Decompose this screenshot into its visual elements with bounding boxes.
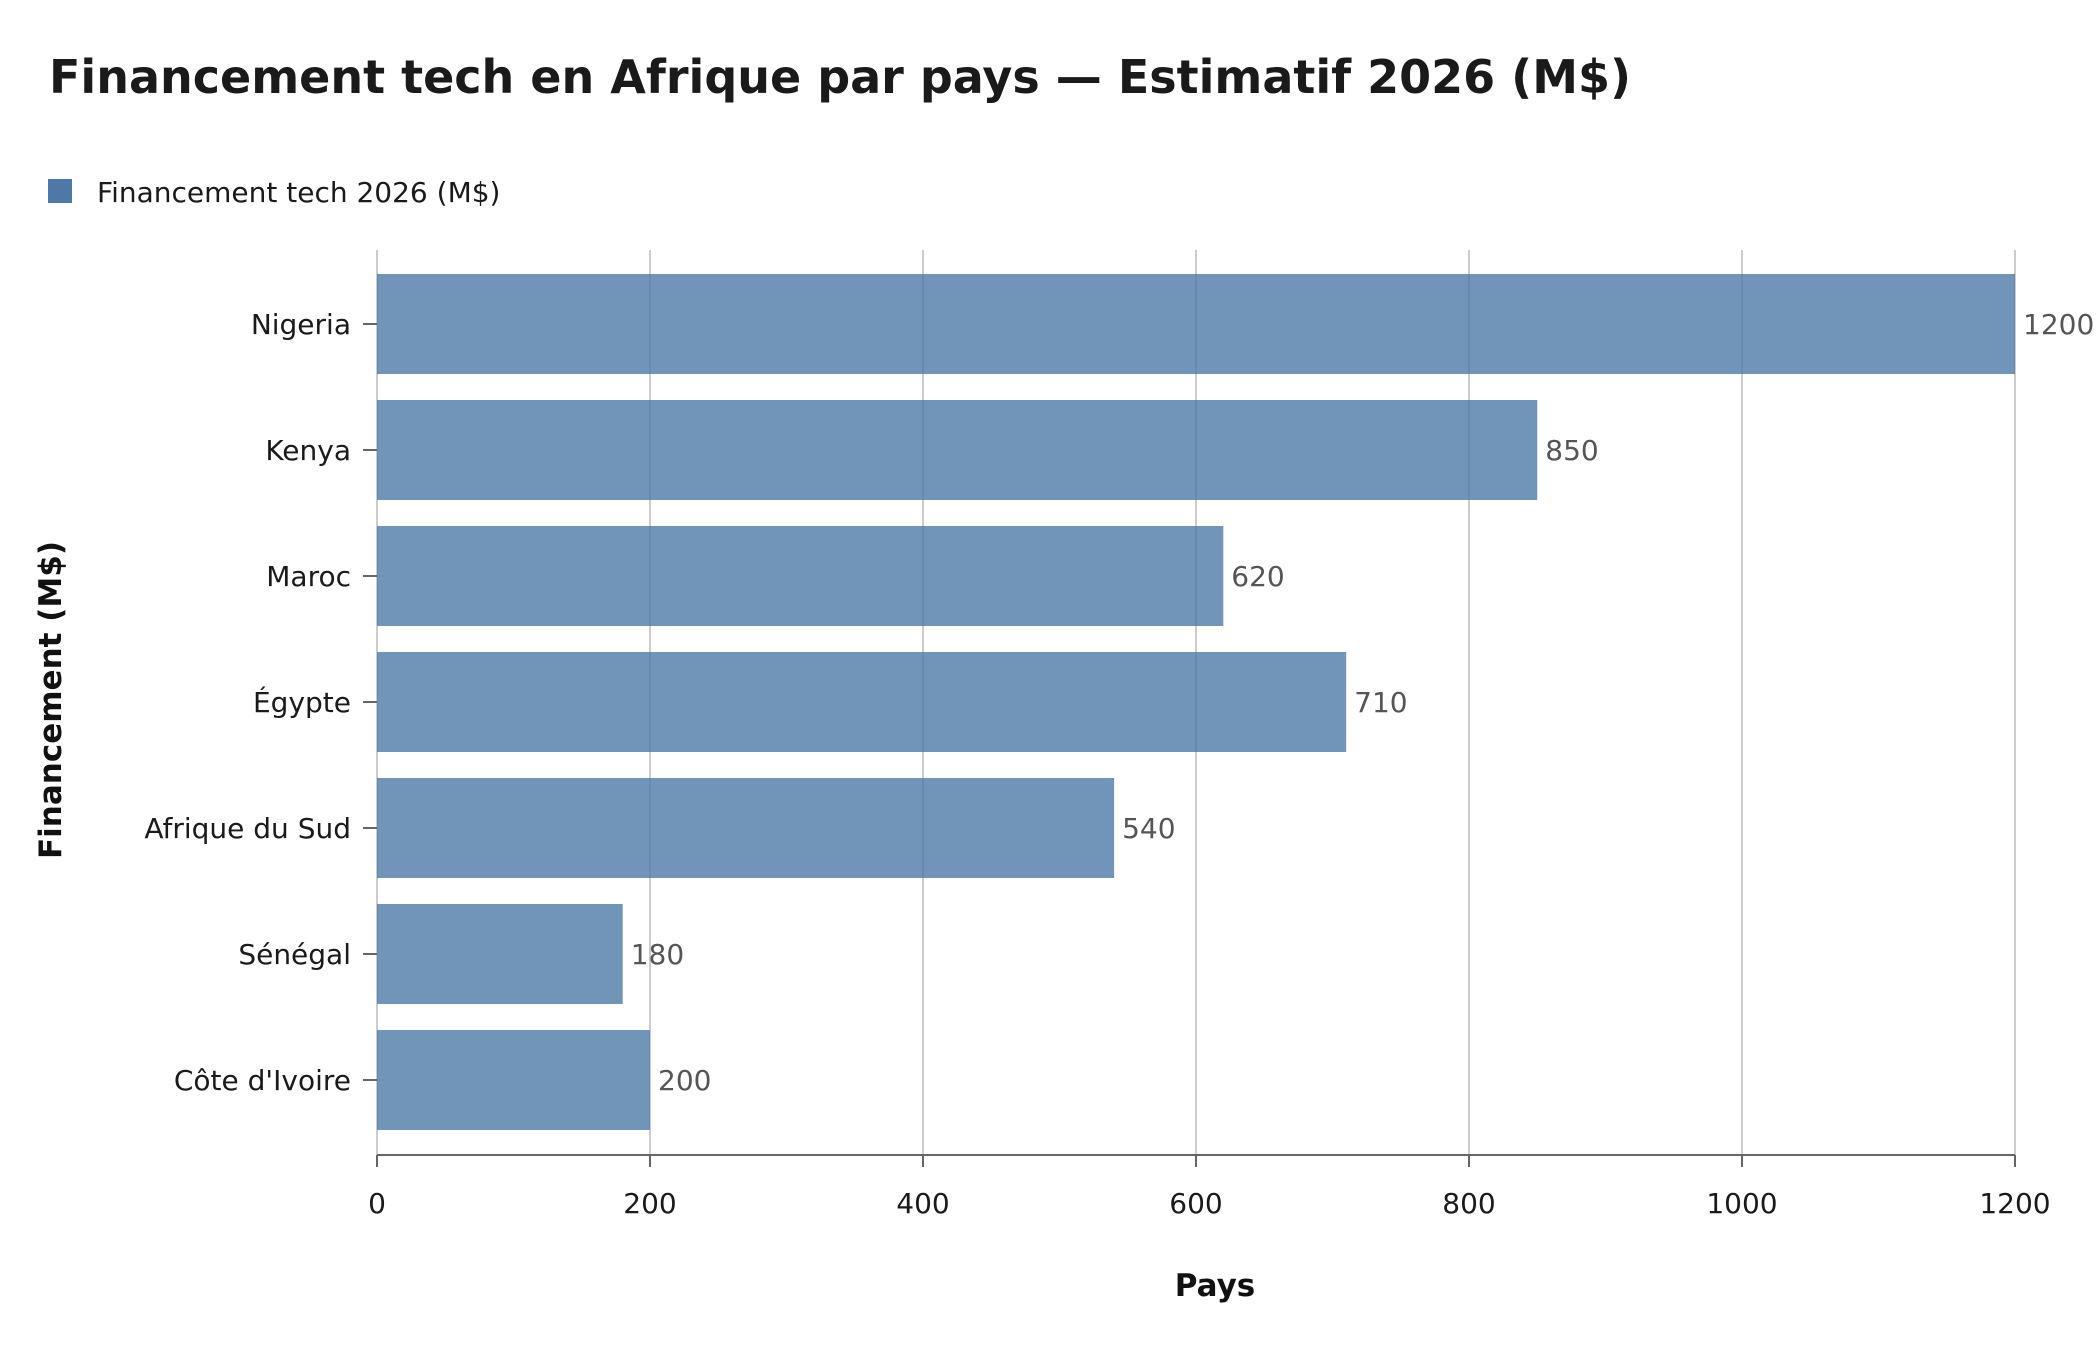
legend-swatch (48, 179, 72, 203)
bar (377, 526, 1224, 626)
value-label: 620 (1231, 560, 1284, 593)
x-tick-label: 800 (1442, 1187, 1495, 1220)
category-label: Égypte (253, 685, 351, 719)
x-axis-title: Pays (1175, 1268, 1256, 1304)
bar (377, 274, 2015, 374)
x-tick-label: 1200 (1979, 1187, 2050, 1220)
bar (377, 904, 623, 1004)
value-label: 1200 (2023, 308, 2094, 341)
x-tick-label: 200 (623, 1187, 676, 1220)
bar (377, 1030, 650, 1130)
bar (377, 400, 1538, 500)
value-label: 850 (1545, 434, 1598, 467)
bars (377, 274, 2015, 1130)
x-tick-label: 0 (368, 1187, 386, 1220)
category-label: Afrique du Sud (144, 812, 351, 845)
value-label: 200 (658, 1064, 711, 1097)
value-label: 180 (631, 938, 684, 971)
x-tick-label: 400 (896, 1187, 949, 1220)
value-label: 710 (1354, 686, 1407, 719)
category-label: Nigeria (251, 308, 351, 341)
x-tick-label: 1000 (1706, 1187, 1777, 1220)
category-label: Sénégal (238, 938, 351, 971)
labels: Nigeria 1200 Kenya 850 Maroc 620 Égypte 710 Afri… (144, 308, 2094, 1220)
legend-label: Financement tech 2026 (M$) (97, 176, 500, 209)
category-label: Kenya (265, 434, 351, 467)
bar (377, 652, 1347, 752)
legend: Financement tech 2026 (M$) (48, 176, 500, 209)
category-label: Maroc (266, 560, 351, 593)
value-label: 540 (1122, 812, 1175, 845)
bar (377, 778, 1115, 878)
y-axis-title: Financement (M$) (33, 541, 69, 859)
category-label: Côte d'Ivoire (174, 1064, 351, 1097)
x-tick-label: 600 (1169, 1187, 1222, 1220)
axes (363, 323, 2016, 1167)
chart-title: Financement tech en Afrique par pays — E… (49, 50, 1631, 104)
